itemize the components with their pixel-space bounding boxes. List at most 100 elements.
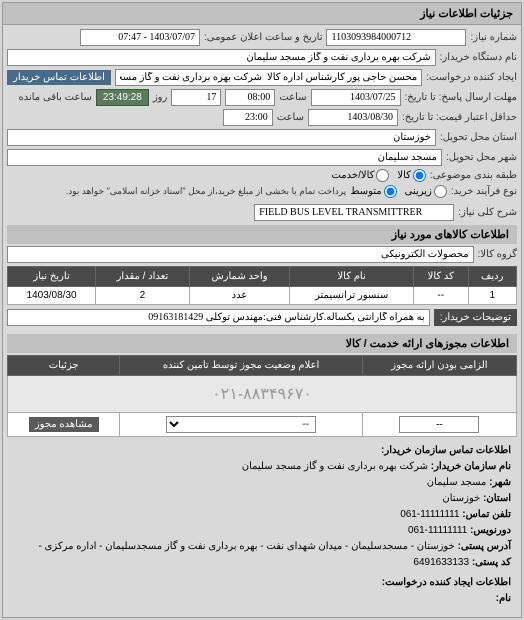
row-province: استان محل تحویل: <box>7 129 517 146</box>
row-buyer-name: نام دستگاه خریدار: <box>7 49 517 66</box>
province-input[interactable] <box>7 129 436 146</box>
footer-title: اطلاعات تماس سازمان خریدار: <box>381 445 511 456</box>
items-section-title: اطلاعات کالاهای مورد نیاز <box>7 225 517 244</box>
footer-org: شرکت بهره برداری نفت و گاز مسجد سلیمان <box>242 461 428 472</box>
need-title-input[interactable] <box>254 204 454 221</box>
watermark-text: ۰۲۱-۸۸۳۴۹۶۷۰ <box>8 376 517 413</box>
th-mandatory: الزامی بودن ارائه مجوز <box>362 356 516 376</box>
validity-time-input[interactable] <box>223 109 273 126</box>
creator-label: ایجاد کننده درخواست: <box>426 72 517 83</box>
priority-radio-group: زیرینی متوسط <box>350 185 447 198</box>
cell-unit: عدد <box>189 287 289 305</box>
city-label: شهر محل تحویل: <box>446 152 517 163</box>
watermark-row: ۰۲۱-۸۸۳۴۹۶۷۰ <box>8 376 517 413</box>
package-radio-group: کالا کالا/خدمت <box>331 169 425 182</box>
remain-label: ساعت باقی مانده <box>18 92 91 103</box>
desc-input[interactable] <box>7 309 430 326</box>
mandatory-input[interactable] <box>399 416 479 433</box>
validity-label: حداقل اعتبار قیمت: تا تاریخ: <box>402 112 517 123</box>
permits-header-row: الزامی بودن ارائه مجوز اعلام وضعیت مجوز … <box>8 356 517 376</box>
footer-province-label: استان: <box>483 493 511 504</box>
footer-creator-section: اطلاعات ایجاد کننده درخواست: <box>382 577 511 588</box>
row-need-title: شرح کلی نیاز: <box>7 204 517 221</box>
table-row: 1 -- سنسور ترانسیمتر عدد 2 1403/08/30 <box>8 287 517 305</box>
footer-post: 6491633133 <box>413 557 469 568</box>
footer-city: مسجد سلیمان <box>427 477 487 488</box>
radio-low-input[interactable] <box>434 185 447 198</box>
row-package: طبقه بندی موضوعی: کالا کالا/خدمت <box>7 169 517 182</box>
radio-mid[interactable]: متوسط <box>350 185 396 198</box>
countdown-badge: 23:49:28 <box>96 89 149 106</box>
row-city: شهر محل تحویل: <box>7 149 517 166</box>
cell-mandatory <box>362 413 516 437</box>
footer-name-label: نام: <box>496 593 511 604</box>
contact-buyer-button[interactable]: اطلاعات تماس خریدار <box>7 70 111 85</box>
cell-name: سنسور ترانسیمتر <box>290 287 414 305</box>
th-qty: تعداد / مقدار <box>96 267 190 287</box>
items-table-header-row: ردیف کد کالا نام کالا واحد شمارش تعداد /… <box>8 267 517 287</box>
announce-label: تاریخ و ساعت اعلان عمومی: <box>204 32 323 43</box>
panel-title: جزئیات اطلاعات نیاز <box>3 3 521 25</box>
footer-fax-label: دورنویس: <box>470 525 511 536</box>
footer-addr-label: آدرس پستی: <box>458 541 511 552</box>
permits-section-title: اطلاعات مجوزهای ارائه خدمت / کالا <box>7 334 517 353</box>
validity-date-input[interactable] <box>308 109 398 126</box>
province-label: استان محل تحویل: <box>440 132 517 143</box>
cell-idx: 1 <box>468 287 516 305</box>
cell-status: -- <box>120 413 362 437</box>
cell-details: مشاهده مجوز <box>8 413 120 437</box>
validity-time-label: ساعت <box>277 112 304 123</box>
group-label: گروه کالا: <box>478 249 517 260</box>
creator-input[interactable] <box>115 69 422 86</box>
footer-post-label: کد پستی: <box>472 557 511 568</box>
th-code: کد کالا <box>414 267 469 287</box>
th-row: ردیف <box>468 267 516 287</box>
row-desc: توضیحات خریدار: <box>7 309 517 326</box>
view-permit-button[interactable]: مشاهده مجوز <box>29 417 99 432</box>
cell-date: 1403/08/30 <box>8 287 96 305</box>
days-left-input <box>171 89 221 106</box>
radio-kala[interactable]: کالا <box>397 169 426 182</box>
row-deadline: مهلت ارسال پاسخ: تا تاریخ: ساعت روز 23:4… <box>7 89 517 106</box>
cell-qty: 2 <box>96 287 190 305</box>
priority-label: نوع فرآیند خرید: <box>451 186 517 197</box>
footer-fax: 11111111-061 <box>408 525 467 536</box>
need-title-label: شرح کلی نیاز: <box>458 207 517 218</box>
footer-province: خوزستان <box>442 493 480 504</box>
buyer-name-label: نام دستگاه خریدار: <box>440 52 517 63</box>
buyer-name-input[interactable] <box>7 49 436 66</box>
group-input[interactable] <box>7 246 474 263</box>
deadline-time-label: ساعت <box>279 92 306 103</box>
radio-service-input[interactable] <box>376 169 389 182</box>
form-area: شماره نیاز: تاریخ و ساعت اعلان عمومی: نا… <box>3 25 521 617</box>
row-validity: حداقل اعتبار قیمت: تا تاریخ: ساعت <box>7 109 517 126</box>
package-label: طبقه بندی موضوعی: <box>430 170 517 181</box>
radio-mid-input[interactable] <box>384 185 397 198</box>
desc-label: توضیحات خریدار: <box>434 309 517 326</box>
announce-input[interactable] <box>80 29 200 46</box>
footer-addr: خوزستان - مسجدسلیمان - میدان شهدای نفت -… <box>38 541 454 552</box>
req-no-input[interactable] <box>326 29 466 46</box>
status-select[interactable]: -- <box>166 416 316 433</box>
th-name: نام کالا <box>290 267 414 287</box>
req-no-label: شماره نیاز: <box>470 32 517 43</box>
radio-low[interactable]: زیرینی <box>405 185 447 198</box>
radio-service[interactable]: کالا/خدمت <box>331 169 389 182</box>
row-creator: ایجاد کننده درخواست: اطلاعات تماس خریدار <box>7 69 517 86</box>
priority-note: پرداخت تمام یا بخشی از مبلغ خرید،از محل … <box>66 186 346 197</box>
row-priority: نوع فرآیند خرید: زیرینی متوسط پرداخت تما… <box>7 185 517 198</box>
days-left-label: روز <box>153 92 168 103</box>
permits-row: -- مشاهده مجوز <box>8 413 517 437</box>
row-req-no: شماره نیاز: تاریخ و ساعت اعلان عمومی: <box>7 29 517 46</box>
row-group: گروه کالا: <box>7 246 517 263</box>
footer-tel-label: تلفن تماس: <box>462 509 511 520</box>
city-input[interactable] <box>7 149 442 166</box>
footer-city-label: شهر: <box>489 477 511 488</box>
th-details: جزئیات <box>8 356 120 376</box>
radio-kala-input[interactable] <box>413 169 426 182</box>
deadline-date-input[interactable] <box>311 89 401 106</box>
th-status: اعلام وضعیت مجوز توسط تامین کننده <box>120 356 362 376</box>
main-panel: جزئیات اطلاعات نیاز شماره نیاز: تاریخ و … <box>2 2 522 618</box>
deadline-time-input[interactable] <box>225 89 275 106</box>
items-table: ردیف کد کالا نام کالا واحد شمارش تعداد /… <box>7 266 517 305</box>
